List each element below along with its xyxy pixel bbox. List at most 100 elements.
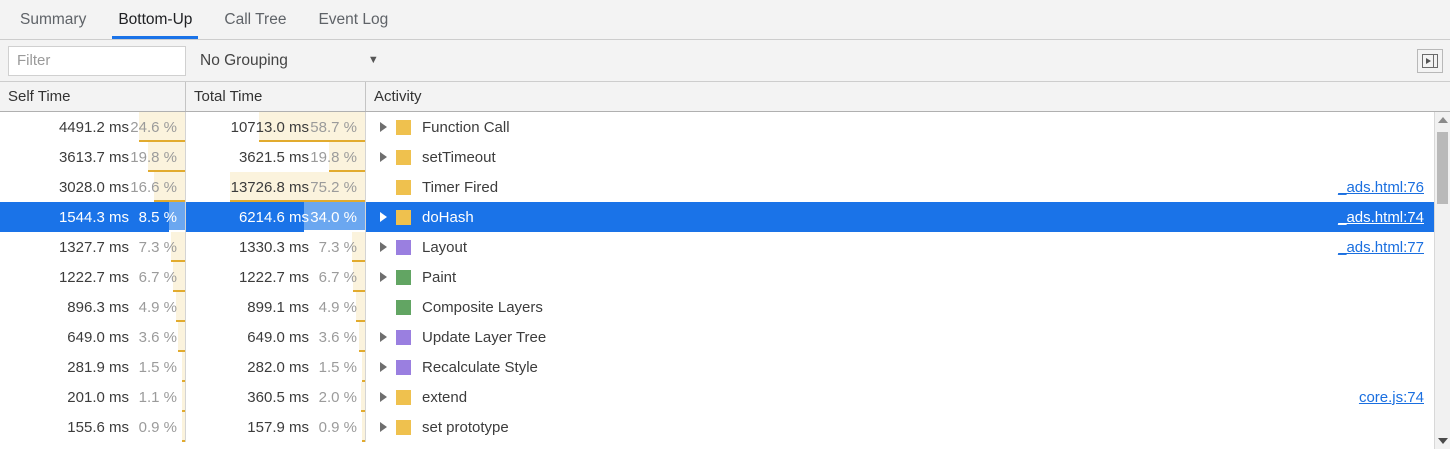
expand-triangle-button[interactable] (374, 332, 392, 342)
tab-bottom-up[interactable]: Bottom-Up (102, 0, 208, 39)
table-row[interactable]: 3613.7 ms 19.8 % 3621.5 ms 19.8 % setTimeout (0, 142, 1434, 172)
table-row[interactable]: 201.0 ms 1.1 % 360.5 ms 2.0 % extend core.js:… (0, 382, 1434, 412)
total-time-percent: 7.3 % (318, 238, 357, 256)
self-time-value: 3613.7 ms (58, 148, 129, 166)
cell-total-time: 360.5 ms 2.0 % (186, 382, 366, 412)
self-time-value: 1222.7 ms (58, 268, 129, 286)
cell-total-time: 3621.5 ms 19.8 % (186, 142, 366, 172)
total-time-value: 3621.5 ms (238, 148, 309, 166)
chevron-right-icon (379, 332, 387, 342)
table-row[interactable]: 281.9 ms 1.5 % 282.0 ms 1.5 % Recalculate St… (0, 352, 1434, 382)
column-header-total-time[interactable]: Total Time (186, 82, 366, 111)
total-time-bar (362, 352, 365, 382)
cell-activity: extend core.js:74 (366, 382, 1434, 412)
sidebar-left-icon (1422, 53, 1438, 68)
total-time-percent: 75.2 % (310, 178, 357, 196)
source-link[interactable]: _ads.html:76 (1338, 178, 1424, 196)
total-time-percent: 4.9 % (318, 298, 357, 316)
total-time-bar-underline (358, 350, 365, 352)
self-time-percent: 7.3 % (138, 238, 177, 256)
category-color-swatch (396, 389, 411, 405)
category-color-swatch (396, 179, 411, 195)
self-time-percent: 1.1 % (138, 388, 177, 406)
cell-self-time: 4491.2 ms 24.6 % (0, 112, 186, 142)
expand-triangle-button[interactable] (374, 392, 392, 402)
source-link[interactable]: _ads.html:74 (1338, 208, 1424, 226)
total-time-value: 360.5 ms (247, 388, 309, 406)
expand-triangle-button[interactable] (374, 212, 392, 222)
cell-self-time: 1222.7 ms 6.7 % (0, 262, 186, 292)
tab-summary[interactable]: Summary (20, 10, 87, 28)
total-time-value: 13726.8 ms (230, 178, 309, 196)
filter-input[interactable] (8, 45, 186, 76)
self-time-bar-underline (139, 140, 185, 142)
activity-label: setTimeout (422, 148, 496, 166)
activity-label: Recalculate Style (422, 358, 538, 376)
total-time-bar (329, 142, 365, 172)
table-row[interactable]: 3028.0 ms 16.6 % 13726.8 ms 75.2 % Timer Fir… (0, 172, 1434, 202)
activity-label: Layout (422, 238, 468, 256)
self-time-percent: 4.9 % (138, 298, 177, 316)
self-time-percent: 1.5 % (138, 358, 177, 376)
vertical-scrollbar[interactable] (1434, 112, 1450, 449)
cell-activity: set prototype (366, 412, 1434, 442)
self-time-bar-underline (148, 170, 185, 172)
table-row[interactable]: 896.3 ms 4.9 % 899.1 ms 4.9 % Composite Laye… (0, 292, 1434, 322)
activity-label: Function Call (422, 118, 510, 136)
expand-triangle-button[interactable] (374, 152, 392, 162)
cell-activity: Update Layer Tree (366, 322, 1434, 352)
table-row[interactable]: 649.0 ms 3.6 % 649.0 ms 3.6 % Update Layer T… (0, 322, 1434, 352)
chevron-right-icon (379, 392, 387, 402)
show-sidebar-button[interactable] (1417, 48, 1443, 73)
total-time-value: 649.0 ms (247, 328, 309, 346)
expand-triangle-button[interactable] (374, 362, 392, 372)
chevron-right-icon (379, 242, 387, 252)
category-color-swatch (396, 359, 411, 375)
expand-triangle-button[interactable] (374, 272, 392, 282)
column-header-activity[interactable]: Activity (374, 88, 422, 105)
column-header-self-time[interactable]: Self Time (0, 82, 186, 111)
chevron-right-icon (379, 422, 387, 432)
grouping-label: No Grouping (200, 51, 288, 69)
table-row[interactable]: 4491.2 ms 24.6 % 10713.0 ms 58.7 % Function … (0, 112, 1434, 142)
total-time-value: 282.0 ms (247, 358, 309, 376)
table-row[interactable]: 1327.7 ms 7.3 % 1330.3 ms 7.3 % Layout _ads.h… (0, 232, 1434, 262)
cell-self-time: 896.3 ms 4.9 % (0, 292, 186, 322)
expand-triangle-button[interactable] (374, 422, 392, 432)
total-time-bar (362, 412, 365, 442)
self-time-bar (139, 112, 185, 142)
activity-label: Timer Fired (422, 178, 499, 196)
table-row[interactable]: 1544.3 ms 8.5 % 6214.6 ms 34.0 % doHash _ads.… (0, 202, 1434, 232)
chevron-right-icon (379, 362, 387, 372)
cell-self-time: 281.9 ms 1.5 % (0, 352, 186, 382)
scroll-up-arrow[interactable] (1435, 112, 1450, 128)
cell-self-time: 1327.7 ms 7.3 % (0, 232, 186, 262)
tab-event-log[interactable]: Event Log (318, 10, 389, 28)
tab-call-tree[interactable]: Call Tree (224, 10, 287, 28)
self-time-bar (182, 382, 185, 412)
self-time-bar-underline (154, 200, 185, 202)
self-time-value: 1544.3 ms (58, 208, 129, 226)
cell-activity: Timer Fired _ads.html:76 (366, 172, 1434, 202)
scroll-thumb[interactable] (1437, 132, 1448, 204)
grouping-select[interactable]: No Grouping ▼ (200, 52, 379, 70)
total-time-percent: 6.7 % (318, 268, 357, 286)
self-time-value: 155.6 ms (67, 418, 129, 436)
expand-triangle-button[interactable] (374, 122, 392, 132)
total-time-percent: 1.5 % (318, 358, 357, 376)
table-row[interactable]: 155.6 ms 0.9 % 157.9 ms 0.9 % set prototype (0, 412, 1434, 442)
self-time-percent: 3.6 % (138, 328, 177, 346)
cell-activity: Function Call (366, 112, 1434, 142)
source-link[interactable]: _ads.html:77 (1338, 238, 1424, 256)
cell-activity: Recalculate Style (366, 352, 1434, 382)
source-link[interactable]: core.js:74 (1358, 388, 1424, 406)
bottom-up-grid: 4491.2 ms 24.6 % 10713.0 ms 58.7 % Function … (0, 112, 1450, 449)
scroll-down-arrow[interactable] (1435, 433, 1450, 449)
total-time-bar-underline (362, 380, 365, 382)
expand-triangle-button[interactable] (374, 242, 392, 252)
total-time-percent: 19.8 % (310, 148, 357, 166)
table-row[interactable]: 1222.7 ms 6.7 % 1222.7 ms 6.7 % Paint (0, 262, 1434, 292)
grid-header-row: Self Time Total Time Activity (0, 82, 1450, 112)
cell-self-time: 3613.7 ms 19.8 % (0, 142, 186, 172)
cell-self-time: 155.6 ms 0.9 % (0, 412, 186, 442)
